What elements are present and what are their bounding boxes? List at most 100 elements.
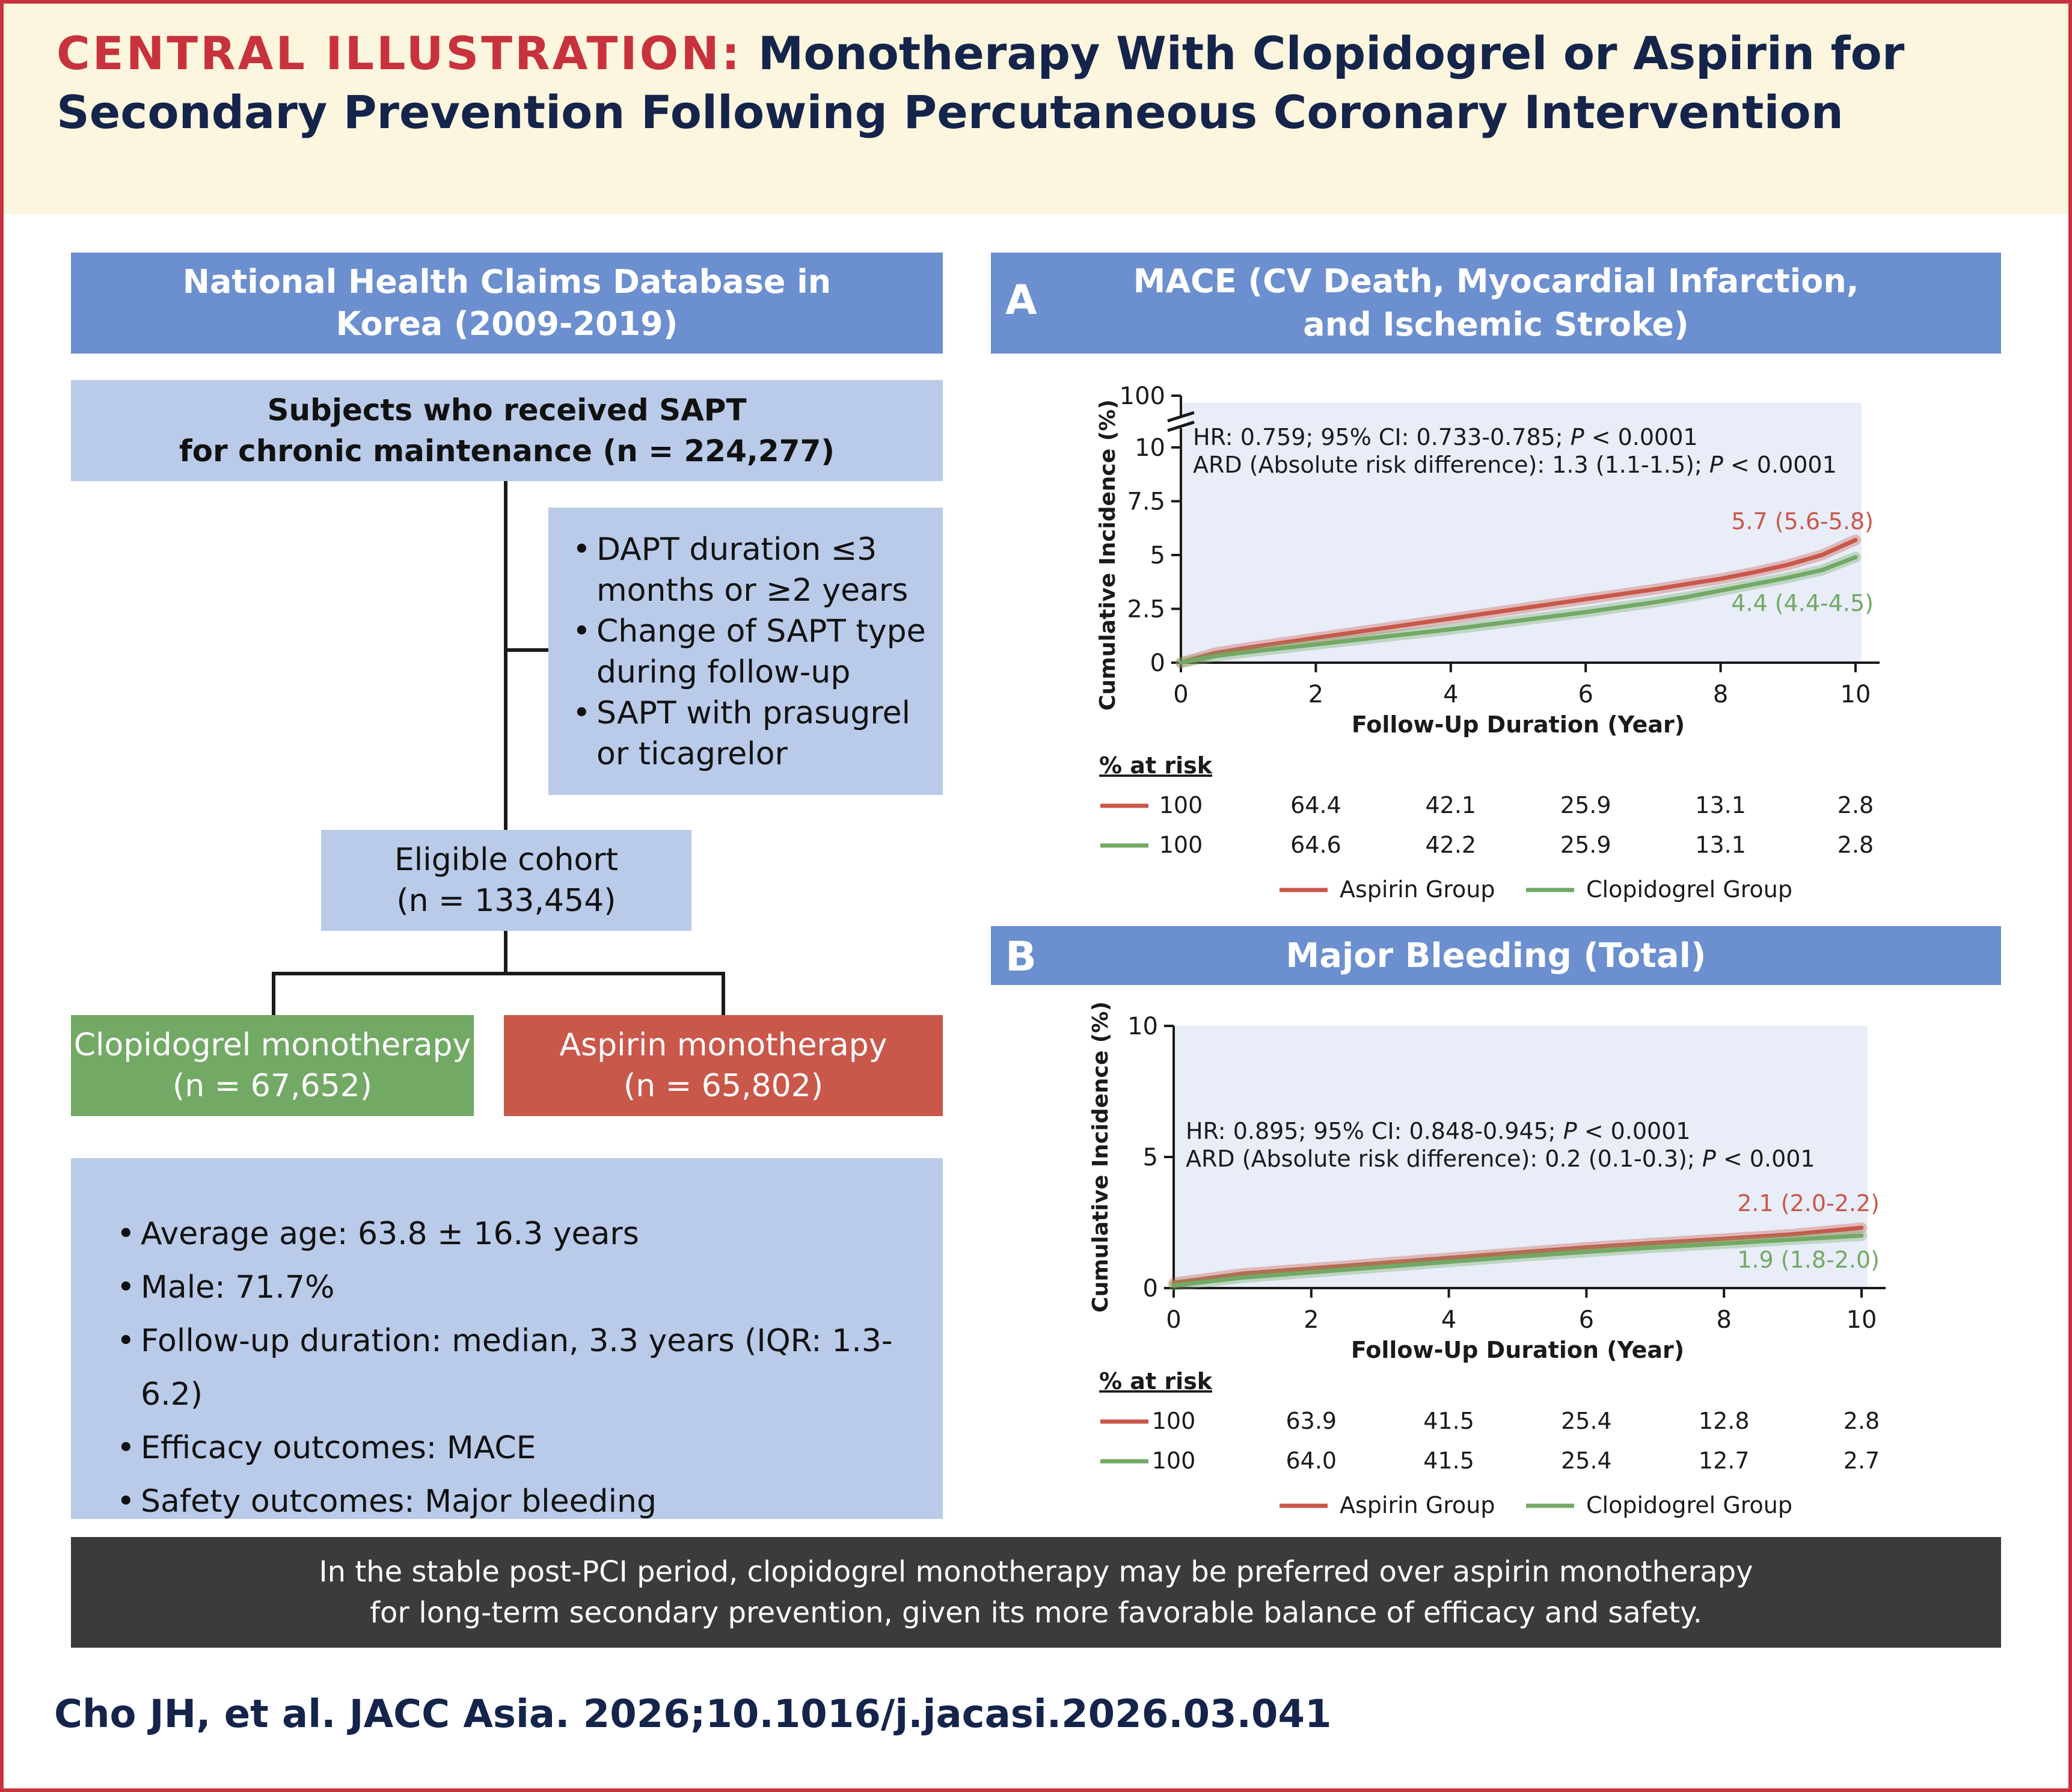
citation: Cho JH, et al. JACC Asia. 2026;10.1016/j…: [54, 1692, 1332, 1737]
ard-stat-part: ARD (Absolute risk difference): 0.2 (0.1…: [1186, 1146, 1702, 1172]
characteristic-item: Follow-up duration: median, 3.3 years (I…: [117, 1315, 931, 1422]
at-risk-value: 42.1: [1425, 792, 1476, 818]
at-risk-value: 100: [1159, 832, 1203, 858]
at-risk-value: 64.4: [1290, 792, 1341, 818]
aspirin-line1: Aspirin monotherapy: [559, 1027, 887, 1063]
x-tick-label: 0: [1173, 681, 1188, 708]
at-risk-value: 25.4: [1561, 1408, 1612, 1434]
ard-stat-part: P: [1709, 452, 1723, 478]
header-banner: [4, 4, 2068, 214]
subjects-box: Subjects who received SAPT for chronic m…: [71, 380, 943, 481]
characteristics-list: Average age: 63.8 ± 16.3 years Male: 71.…: [117, 1207, 931, 1529]
at-risk-value: 64.6: [1290, 832, 1341, 858]
database-line2: Korea (2009-2019): [336, 305, 678, 343]
connector-exclusion: [504, 648, 548, 652]
at-risk-value: 2.8: [1838, 832, 1874, 858]
central-illustration-label: CENTRAL ILLUSTRATION:: [57, 26, 743, 80]
panel-a-header: A MACE (CV Death, Myocardial Infarction,…: [991, 253, 2001, 354]
conclusion-line1: In the stable post-PCI period, clopidogr…: [319, 1555, 1753, 1589]
aspirin-curve: [1179, 538, 1858, 665]
mace-chart: 0 2.5 5 7.5 10 100 0 2 4 6 8 10 Follow-Up Duration (…: [1096, 382, 1880, 903]
connector-left-drop: [272, 972, 275, 1015]
y-tick-label: 10: [1127, 1013, 1158, 1040]
conclusion-line2: for long-term secondary prevention, give…: [370, 1596, 1702, 1630]
clopidogrel-legend-label: Clopidogrel Group: [1586, 1492, 1792, 1518]
at-risk-value: 25.4: [1561, 1447, 1612, 1474]
x-axis-label: Follow-Up Duration (Year): [1352, 711, 1685, 738]
y-axis-label: Cumulative Incidence (%): [1096, 399, 1120, 711]
ard-stat-part: < 0.0001: [1723, 452, 1837, 478]
at-risk-value: 100: [1159, 792, 1203, 818]
x-tick-label: 8: [1716, 1306, 1731, 1334]
hr-stat-part: < 0.0001: [1584, 424, 1698, 450]
x-tick-label: 2: [1308, 681, 1323, 708]
at-risk-value: 63.9: [1286, 1408, 1337, 1434]
y-tick-label: 7.5: [1127, 488, 1165, 516]
at-risk-value: 2.8: [1838, 792, 1874, 818]
ard-stat-part: ARD (Absolute risk difference): 1.3 (1.1…: [1193, 452, 1709, 478]
x-tick-label: 2: [1304, 1306, 1319, 1334]
axis-break-mark: [1167, 420, 1195, 432]
hr-stat-part: P: [1571, 424, 1584, 450]
clopidogrel-line2: (n = 67,652): [172, 1068, 373, 1104]
at-risk-value: 41.5: [1423, 1447, 1474, 1474]
title-text: Monotherapy With Clopidogrel or Aspirin …: [57, 26, 1905, 139]
hr-stat-part: P: [1563, 1118, 1577, 1144]
eligible-line2: (n = 133,454): [396, 883, 616, 919]
x-tick-label: 6: [1579, 1306, 1594, 1334]
connector-split-bar: [272, 972, 725, 975]
connector-vertical-main: [504, 481, 507, 830]
aspirin-legend-label: Aspirin Group: [1340, 876, 1495, 903]
clopidogrel-line1: Clopidogrel monotherapy: [73, 1027, 471, 1063]
aspirin-line2: (n = 65,802): [623, 1068, 824, 1104]
at-risk-value: 12.7: [1699, 1447, 1750, 1474]
axis-break-mark: [1167, 411, 1195, 423]
x-tick-label: 10: [1841, 681, 1871, 708]
conclusion-banner: In the stable post-PCI period, clopidogr…: [71, 1537, 2001, 1648]
aspirin-end-label: 5.7 (5.6-5.8): [1731, 508, 1874, 535]
at-risk-value: 12.8: [1699, 1408, 1750, 1434]
hr-stat-part: HR: 0.895; 95% CI: 0.848-0.945;: [1186, 1118, 1563, 1144]
ard-stat: ARD (Absolute risk difference): 1.3 (1.1…: [1193, 452, 1837, 478]
clopidogrel-legend-label: Clopidogrel Group: [1586, 876, 1792, 903]
x-tick-label: 4: [1443, 681, 1458, 708]
characteristic-item: Safety outcomes: Major bleeding: [117, 1475, 931, 1529]
panel-a-title-line2: and Ischemic Stroke): [1303, 305, 1689, 343]
x-tick-label: 8: [1713, 681, 1728, 708]
x-tick-label: 0: [1166, 1306, 1181, 1334]
panel-a-title-line1: MACE (CV Death, Myocardial Infarction,: [1133, 262, 1859, 300]
clopidogrel-curve: [1179, 555, 1858, 665]
at-risk-value: 41.5: [1423, 1408, 1474, 1434]
ard-stat-part: P: [1702, 1146, 1716, 1172]
database-line1: National Health Claims Database in: [182, 263, 832, 301]
characteristic-item: Male: 71.7%: [117, 1261, 931, 1315]
at-risk-value: 25.9: [1560, 792, 1611, 818]
ard-stat-part: < 0.001: [1716, 1146, 1815, 1172]
y-axis-label: Cumulative Incidence (%): [1088, 1001, 1113, 1313]
y-tick-label: 5: [1150, 542, 1165, 569]
connector-right-drop: [722, 972, 725, 1015]
subjects-line1: Subjects who received SAPT: [267, 393, 747, 428]
panel-b-header: B Major Bleeding (Total): [991, 926, 2001, 985]
clopidogrel-group-box: Clopidogrel monotherapy (n = 67,652): [71, 1015, 474, 1116]
aspirin-curve: [1171, 1226, 1864, 1285]
characteristic-item: Efficacy outcomes: MACE: [117, 1422, 931, 1475]
y-tick-label: 2.5: [1127, 596, 1165, 624]
eligible-cohort-box: Eligible cohort (n = 133,454): [321, 830, 691, 931]
at-risk-value: 13.1: [1695, 792, 1746, 818]
at-risk-value: 25.9: [1560, 832, 1611, 858]
database-box: National Health Claims Database in Korea…: [71, 253, 943, 354]
clopidogrel-end-label: 4.4 (4.4-4.5): [1731, 590, 1874, 616]
subjects-line2: for chronic maintenance (n = 224,277): [179, 434, 835, 468]
page-title: CENTRAL ILLUSTRATION: Monotherapy With C…: [57, 24, 2041, 142]
plot-area: [1174, 1026, 1868, 1288]
panel-b-letter: B: [1005, 933, 1037, 981]
at-risk-value: 42.2: [1425, 832, 1476, 858]
clopidogrel-curve: [1171, 1233, 1864, 1288]
